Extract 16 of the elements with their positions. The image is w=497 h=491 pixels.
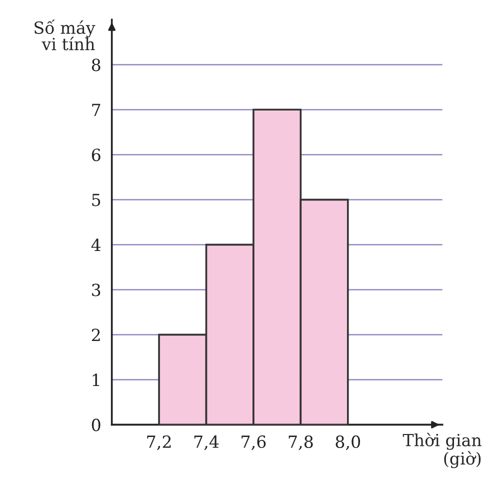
y-tick-label: 4 — [91, 238, 101, 252]
y-tick-label: 6 — [92, 148, 100, 162]
x-tick-label: 8,0 — [336, 435, 360, 450]
x-tick-label: 7,2 — [147, 435, 171, 450]
x-tick-label: 7,4 — [194, 435, 219, 450]
x-axis-title: Thời gian (giờ) — [402, 432, 482, 468]
y-tick-label: 5 — [92, 194, 100, 206]
x-tick-label: 7,6 — [242, 435, 266, 450]
y-tick-label: 2 — [92, 328, 100, 342]
y-tick-label: 7 — [92, 104, 100, 116]
y-tick-label: 8 — [92, 58, 100, 72]
y-tick-label: 3 — [92, 284, 100, 296]
y-tick-label: 0 — [92, 418, 100, 432]
x-tick-label: 7,8 — [288, 435, 313, 450]
y-tick-label: 1 — [92, 374, 100, 386]
y-axis-title: Số máy vi tính — [34, 20, 96, 50]
